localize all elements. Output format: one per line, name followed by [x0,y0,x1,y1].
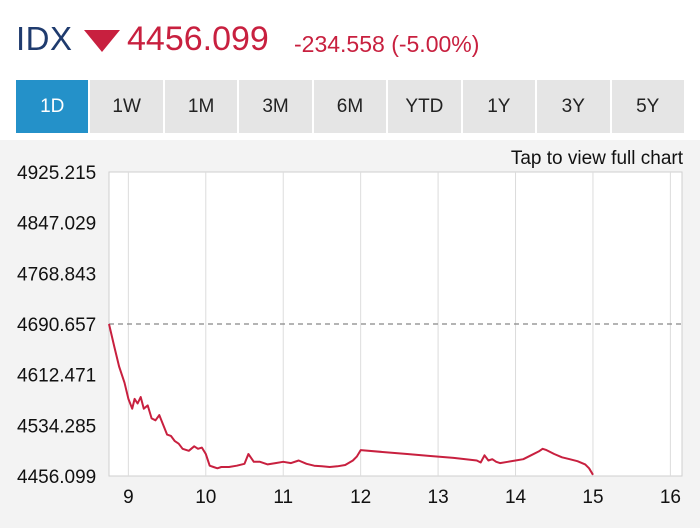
x-tick-label: 13 [428,487,449,508]
x-tick-label: 9 [123,487,134,508]
down-triangle-icon [84,30,120,52]
tab-label: 3Y [561,95,585,117]
tab-1w[interactable]: 1W [90,80,163,133]
current-price: 4456.099 [127,20,269,58]
quote-header: IDX 4456.099 -234.558 (-5.00%) [0,0,700,80]
x-tick-label: 11 [273,487,293,508]
tab-label: 6M [336,95,364,117]
tab-label: 5Y [636,95,660,117]
tab-label: 3M [262,95,289,117]
price-line [108,323,594,476]
tab-ytd[interactable]: YTD [388,80,461,133]
tab-label: 1W [112,95,141,117]
price-change: -234.558 (-5.00%) [294,31,480,57]
y-tick-label: 4925.215 [17,163,96,184]
tab-label: 1M [187,95,215,117]
tab-1d[interactable]: 1D [16,80,89,133]
y-tick-label: 4612.471 [17,366,96,387]
x-tick-label: 10 [195,487,216,508]
view-full-chart-link[interactable]: Tap to view full chart [510,148,683,169]
x-tick-label: 12 [350,487,371,508]
y-tick-label: 4690.657 [17,315,96,336]
tab-1m[interactable]: 1M [164,80,238,133]
tab-label: 1D [40,95,65,117]
tab-label: YTD [405,95,444,117]
tab-6m[interactable]: 6M [313,80,387,133]
x-tick-label: 15 [582,487,603,508]
y-tick-label: 4534.285 [17,416,96,437]
timeframe-tabs: 1D 1W 1M 3M 6M YTD 1Y 3Y 5Y [16,80,684,133]
tab-1y[interactable]: 1Y [462,80,536,133]
y-tick-label: 4456.099 [17,467,96,488]
y-tick-label: 4768.843 [17,264,96,285]
tab-5y[interactable]: 5Y [611,80,684,133]
ticker-symbol: IDX [16,20,73,57]
y-tick-label: 4847.029 [17,214,96,235]
tab-3m[interactable]: 3M [239,80,312,133]
tab-3y[interactable]: 3Y [537,80,610,133]
x-tick-label: 16 [660,487,681,508]
tab-label: 1Y [487,95,511,117]
x-tick-label: 14 [505,487,527,508]
